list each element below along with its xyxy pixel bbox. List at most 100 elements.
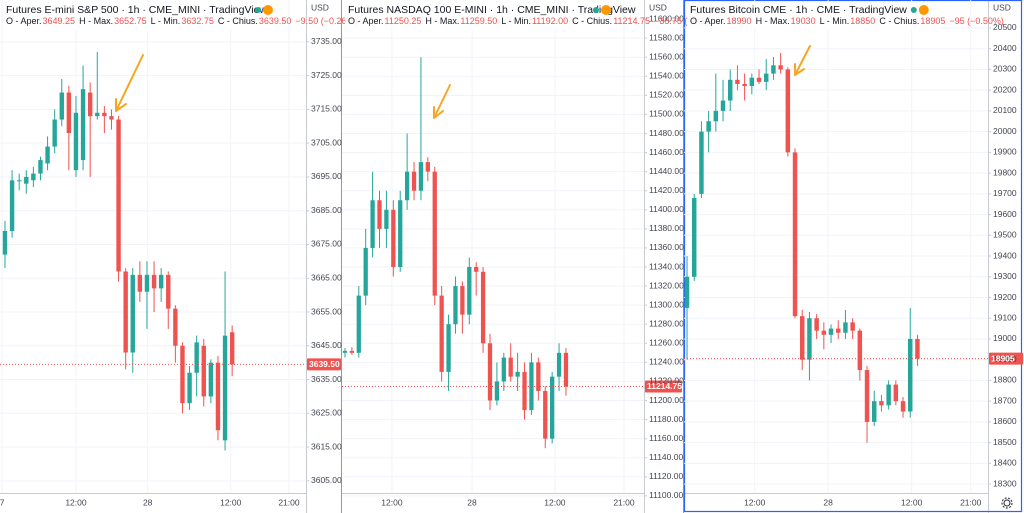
candle-body (222, 335, 228, 441)
ohlc-label: O - Aper. (348, 16, 384, 26)
y-tick-label: 11380.00 (649, 223, 684, 233)
last-price-label: 11214.75 (647, 381, 682, 391)
y-tick-label: 11420.00 (649, 185, 684, 195)
candle-body (886, 384, 891, 406)
y-tick-label: 3715.00 (311, 104, 342, 114)
candle-body (151, 274, 157, 289)
y-tick-label: 11180.00 (649, 414, 683, 424)
candle-body (109, 116, 114, 120)
y-tick-label: 20000 (993, 126, 1017, 136)
last-price-label: 18905 (991, 353, 1015, 363)
y-tick-label: 11580.00 (649, 32, 684, 42)
y-tick-label: 19600 (993, 209, 1017, 219)
candles (684, 52, 920, 443)
y-tick-label: 11480.00 (649, 128, 684, 138)
annotations (115, 45, 811, 119)
candle-body (215, 362, 221, 431)
candle-body (87, 92, 93, 117)
arrow (115, 54, 144, 112)
chart-title: Futures Bitcoin CME · 1h · CME · Trading… (690, 4, 907, 16)
marks-layer (0, 52, 1023, 451)
candle-body (713, 110, 719, 122)
candle-body (187, 372, 192, 404)
candle-body (857, 330, 863, 371)
candle-body (864, 370, 870, 422)
x-tick-label: 28 (143, 497, 153, 507)
y-tick-label: 11320.00 (649, 280, 684, 290)
axis-unit: USD (311, 2, 329, 12)
candle-body (536, 362, 541, 391)
candles (342, 57, 569, 449)
ohlc-label: L - Min. (501, 16, 531, 26)
candle-body (432, 171, 437, 296)
y-tick-label: 19300 (993, 271, 1017, 281)
candle-body (144, 274, 150, 292)
ohlc-value: 11214.75 (613, 16, 650, 26)
chart-title: Futures NASDAQ 100 E-MINI · 1h · CME_MIN… (348, 4, 636, 16)
candle-body (80, 89, 86, 161)
ohlc-label: H - Max. (425, 16, 459, 26)
candle-body (563, 352, 569, 387)
y-tick-label: 3645.00 (311, 340, 342, 350)
candle-body (398, 200, 403, 268)
ohlc-value: 18990 (727, 16, 752, 26)
y-tick-label: 3685.00 (311, 205, 342, 215)
candle-body (38, 160, 43, 174)
candle-body (59, 92, 64, 120)
y-tick-label: 11540.00 (649, 71, 684, 81)
candle-body (24, 176, 29, 184)
gear-icon[interactable] (1001, 497, 1013, 509)
y-tick-label: 18500 (993, 437, 1017, 447)
candle-body (742, 83, 747, 87)
candle-body (474, 267, 479, 272)
candle-body (370, 200, 375, 248)
candle-body (9, 180, 15, 231)
ohlc-label: L - Min. (151, 16, 181, 26)
candle-body (342, 350, 348, 353)
candle-body (778, 65, 783, 70)
candle-body (900, 401, 906, 412)
y-tick-label: 20300 (993, 64, 1017, 74)
candle-body (194, 342, 199, 373)
y-tick-label: 11120.00 (649, 471, 683, 481)
candle-body (425, 162, 430, 172)
ohlc-label: H - Max. (79, 16, 113, 26)
ohlc-label: C - Chius. (218, 16, 258, 26)
x-tick-label: 12:00 (65, 497, 87, 507)
ohlc-value: 11250.25 (385, 16, 422, 26)
ohlc-value: 3632.75 (181, 16, 214, 26)
y-tick-label: 18400 (993, 458, 1017, 468)
candle-body (130, 274, 135, 353)
candle-body (893, 384, 899, 402)
last-price-tag (307, 358, 341, 371)
ohlc-change: −95 (−0.50%) (949, 16, 1004, 26)
y-tick-label: 11160.00 (649, 433, 683, 443)
y-tick-label: 18700 (993, 395, 1017, 405)
candle-body (807, 318, 812, 360)
candle-body (480, 271, 486, 344)
badge (263, 5, 273, 15)
candle-body (872, 401, 877, 422)
ohlc-label: O - Aper. (6, 16, 42, 26)
y-tick-label: 11340.00 (649, 261, 684, 271)
ohlc-label: O - Aper. (690, 16, 726, 26)
text-layer: 3605.00 3615.00 3625.00 3635.00 3645.00 3655.… (0, 2, 1017, 507)
candle-body (356, 295, 361, 353)
candle-body (508, 357, 513, 377)
status-dot (910, 7, 917, 13)
y-tick-label: 11300.00 (649, 299, 684, 309)
candle-body (756, 77, 762, 82)
candle-body (201, 345, 206, 397)
x-tick-label: 12:00 (381, 497, 403, 507)
y-tick-label: 11600.00 (649, 13, 684, 23)
y-tick-label: 3675.00 (311, 239, 342, 249)
candle-body (515, 371, 520, 377)
candle-body (706, 121, 711, 132)
y-tick-label: 19900 (993, 147, 1017, 157)
candle-body (453, 286, 458, 325)
last-price-label: 3639.50 (309, 359, 340, 369)
ohlc-value: 3652.75 (114, 16, 147, 26)
ohlc-value: 11192.00 (532, 16, 568, 26)
candle-body (771, 65, 776, 74)
